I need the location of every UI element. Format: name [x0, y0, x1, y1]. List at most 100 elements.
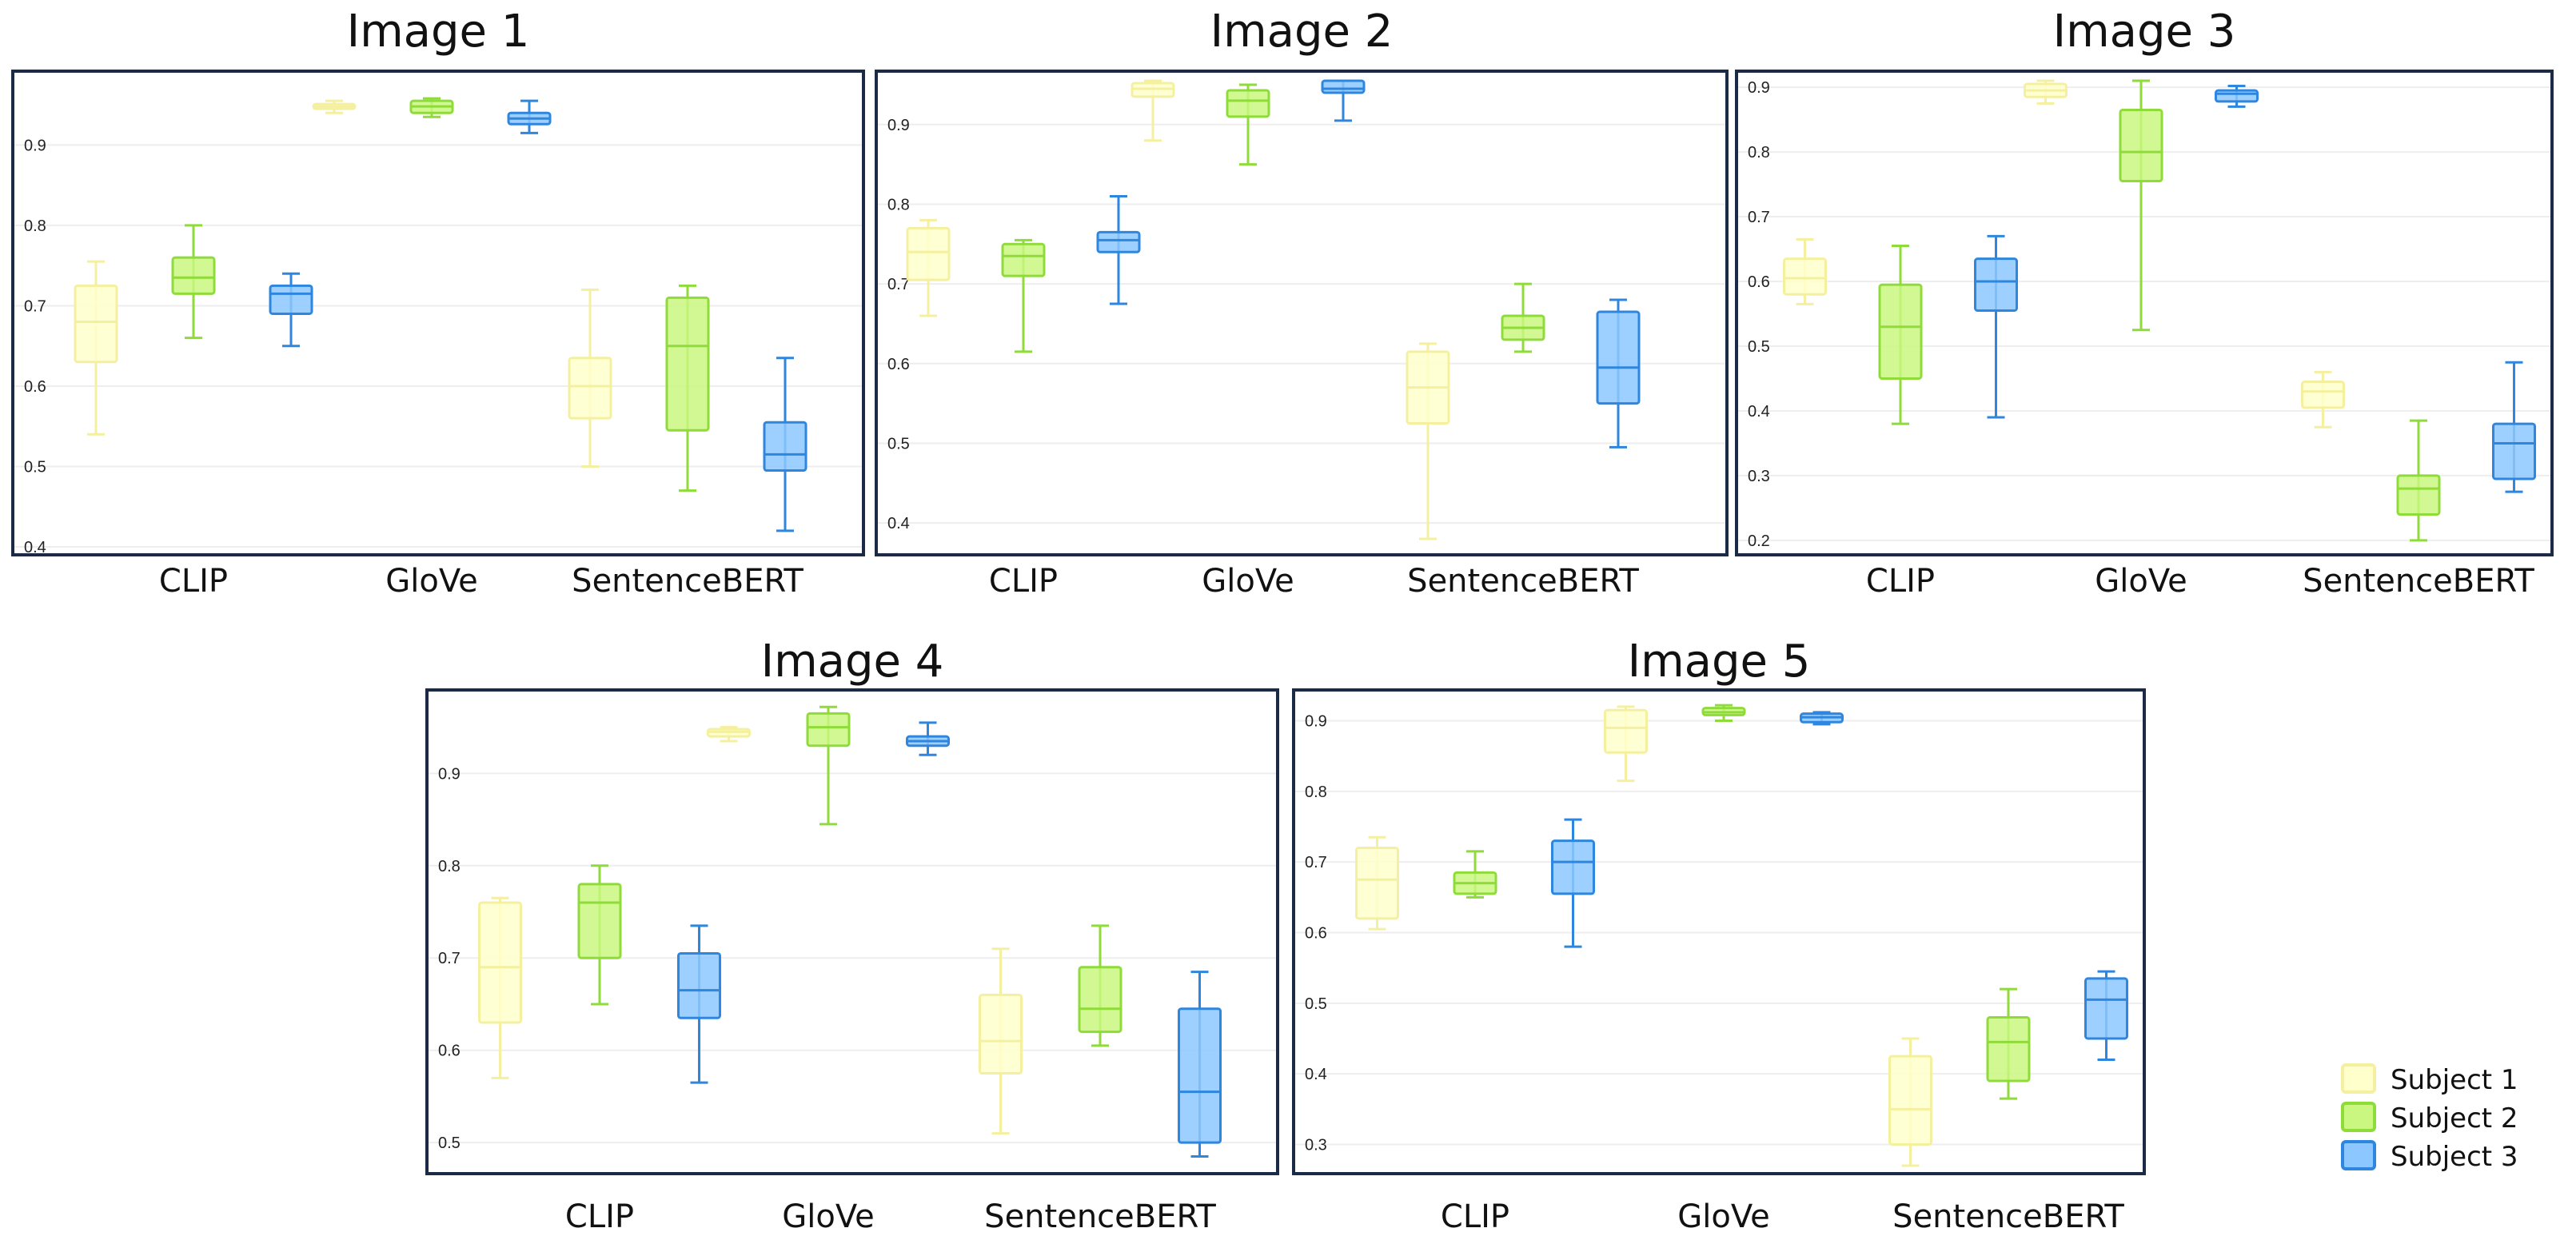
box-subject-2-clip — [577, 864, 622, 1006]
plot-frame — [1292, 688, 2146, 1175]
legend-label-subject-3: Subject 3 — [2391, 1141, 2518, 1173]
box-subject-3-glove — [1321, 79, 1366, 122]
box-subject-3-sentencebert — [1596, 298, 1641, 449]
box-iqr — [906, 226, 951, 281]
box-subject-1-glove — [312, 99, 357, 114]
box-iqr — [1001, 242, 1046, 277]
box-subject-3-clip — [269, 272, 313, 348]
box-subject-3-glove — [1800, 711, 1844, 726]
plot-frame — [425, 688, 1279, 1175]
box-iqr — [677, 951, 721, 1019]
y-tick-label: 0.4 — [24, 539, 46, 556]
box-iqr — [2119, 108, 2163, 183]
box-iqr — [568, 357, 612, 420]
legend-swatch-subject-3 — [2341, 1140, 2376, 1170]
box-subject-3-clip — [1551, 818, 1595, 948]
y-tick-label: 0.7 — [1748, 209, 1770, 226]
box-subject-2-sentencebert — [1986, 987, 2031, 1100]
box-subject-3-glove — [906, 721, 950, 756]
box-iqr — [171, 256, 216, 295]
box-subject-3-glove — [2215, 84, 2259, 108]
y-tick-label: 0.6 — [887, 356, 910, 373]
box-subject-3-sentencebert — [2492, 361, 2536, 493]
box-subject-3-clip — [1974, 234, 2018, 419]
y-tick-label: 0.4 — [887, 515, 910, 532]
box-iqr — [1888, 1055, 1932, 1146]
y-tick-label: 0.4 — [1305, 1066, 1327, 1083]
box-iqr — [1178, 1007, 1222, 1144]
box-iqr — [74, 284, 118, 364]
chart-title: Image 3 — [2053, 6, 2236, 58]
box-subject-2-sentencebert — [2396, 419, 2441, 542]
box-iqr — [1551, 839, 1595, 895]
box-subject-1-sentencebert — [568, 288, 612, 468]
box-subject-2-glove — [1701, 704, 1746, 722]
x-category-label-clip: CLIP — [1866, 563, 1935, 600]
x-category-label-glove: GloVe — [1677, 1198, 1769, 1235]
box-iqr — [763, 421, 807, 472]
box-iqr — [806, 712, 851, 748]
x-category-label-sentencebert: SentenceBERT — [984, 1198, 1216, 1235]
y-tick-label: 0.7 — [1305, 854, 1327, 871]
y-tick-label: 0.7 — [438, 950, 461, 967]
legend-swatch-subject-1 — [2341, 1063, 2376, 1094]
box-subject-3-clip — [677, 924, 721, 1084]
chart-title: Image 5 — [1628, 636, 1811, 688]
y-tick-label: 0.9 — [24, 137, 46, 154]
legend-label-subject-1: Subject 1 — [2391, 1064, 2518, 1096]
y-tick-label: 0.8 — [1305, 783, 1327, 801]
box-subject-3-sentencebert — [1178, 971, 1222, 1158]
panel-1: 0.4 0.5 0.6 0.7 0.8 0.9 Image 1 CLIP GloVe Senten… — [11, 6, 865, 600]
box-subject-1-clip — [1355, 835, 1399, 931]
chart-title: Image 2 — [1210, 6, 1394, 58]
box-iqr — [1878, 283, 1923, 380]
box-subject-2-glove — [2119, 79, 2163, 332]
panel-5: 0.3 0.4 0.5 0.6 0.7 0.8 0.9 Image 5 CLIP GloVe Sen… — [1292, 636, 2146, 1235]
plot-frame — [1735, 70, 2554, 556]
y-tick-label: 0.6 — [1748, 273, 1770, 291]
panel-2: 0.4 0.5 0.6 0.7 0.8 0.9 Image 2 CLIP GloVe Senten… — [875, 6, 1729, 600]
box-subject-1-clip — [1783, 237, 1827, 305]
y-tick-label: 0.6 — [1305, 925, 1327, 943]
y-tick-label: 0.5 — [24, 458, 46, 476]
box-subject-2-sentencebert — [665, 284, 710, 492]
box-iqr — [1226, 89, 1270, 118]
panel-4: 0.5 0.6 0.7 0.8 0.9 Image 4 CLIP GloVe SentenceB… — [425, 636, 1279, 1235]
box-subject-1-glove — [1604, 705, 1648, 783]
box-subject-2-clip — [171, 224, 216, 340]
box-subject-2-clip — [1001, 238, 1046, 353]
box-iqr — [269, 284, 313, 316]
y-tick-label: 0.5 — [1748, 338, 1770, 356]
box-subject-1-clip — [906, 218, 951, 317]
y-tick-label: 0.9 — [1748, 79, 1770, 97]
box-subject-2-glove — [806, 705, 851, 826]
x-category-label-clip: CLIP — [1441, 1198, 1509, 1235]
chart-title: Image 1 — [347, 6, 530, 58]
y-tick-label: 0.7 — [24, 297, 46, 315]
box-iqr — [1078, 966, 1123, 1034]
y-tick-label: 0.9 — [1305, 713, 1327, 731]
y-tick-label: 0.7 — [887, 276, 910, 293]
x-category-label-clip: CLIP — [989, 563, 1058, 600]
y-tick-label: 0.6 — [24, 378, 46, 396]
box-iqr — [478, 901, 522, 1024]
box-subject-3-glove — [507, 99, 552, 134]
y-tick-label: 0.5 — [887, 435, 910, 453]
x-category-label-sentencebert: SentenceBERT — [2303, 563, 2534, 600]
y-tick-label: 0.9 — [887, 117, 910, 134]
x-category-label-clip: CLIP — [159, 563, 228, 600]
box-subject-2-sentencebert — [1501, 282, 1545, 353]
y-tick-label: 0.4 — [1748, 403, 1770, 421]
y-tick-label: 0.9 — [438, 765, 461, 783]
y-tick-label: 0.8 — [24, 217, 46, 235]
y-tick-label: 0.2 — [1748, 532, 1770, 550]
box-subject-2-clip — [1453, 850, 1497, 899]
box-iqr — [1783, 257, 1827, 296]
y-tick-label: 0.8 — [1748, 144, 1770, 161]
chart-panels: 0.4 0.5 0.6 0.7 0.8 0.9 Image 1 CLIP GloVe Senten… — [11, 6, 2554, 1235]
y-tick-label: 0.5 — [1305, 995, 1327, 1013]
box-iqr — [1355, 847, 1399, 920]
box-subject-3-sentencebert — [2084, 970, 2128, 1061]
box-subject-3-clip — [1096, 195, 1141, 305]
